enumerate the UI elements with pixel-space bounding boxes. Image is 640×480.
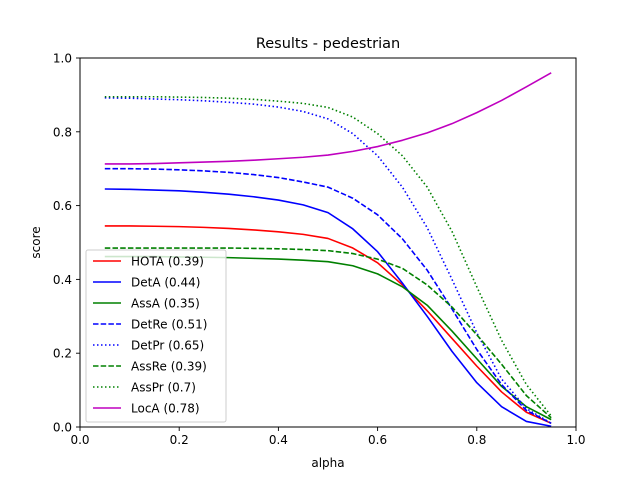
x-tick-label-2: 0.4 xyxy=(269,433,288,447)
legend-box xyxy=(85,249,227,423)
legend-label-2: AssA (0.35) xyxy=(131,297,200,311)
chart-title: Results - pedestrian xyxy=(256,36,400,52)
y-tick-label-1: 0.2 xyxy=(53,347,72,361)
legend-label-0: HOTA (0.39) xyxy=(131,255,204,269)
series-line-6 xyxy=(104,95,552,417)
series-line-3 xyxy=(104,167,552,425)
y-tick-label-4: 0.8 xyxy=(53,125,72,139)
x-axis-label: alpha xyxy=(311,456,344,470)
legend-label-7: LocA (0.78) xyxy=(131,402,200,416)
ticks-layer: 0.0 0.2 0.4 0.6 0.8 1.0 0.0 0.2 0.4 0.6 0.8 1.0 xyxy=(53,52,586,448)
legend-label-3: DetRe (0.51) xyxy=(131,318,207,332)
y-tick-label-2: 0.4 xyxy=(53,273,72,287)
legend: HOTA (0.39) DetA (0.44) AssA (0.35) DetRe (… xyxy=(85,249,227,423)
axes-frame xyxy=(79,57,577,428)
series-line-5 xyxy=(104,247,552,419)
y-tick-label-5: 1.0 xyxy=(53,52,72,66)
legend-label-6: AssPr (0.7) xyxy=(131,381,196,395)
x-tick-label-3: 0.6 xyxy=(368,433,387,447)
y-axis-label: score xyxy=(29,226,43,258)
legend-label-5: AssRe (0.39) xyxy=(131,360,207,374)
y-tick-label-0: 0.0 xyxy=(53,421,72,435)
y-tick-label-3: 0.6 xyxy=(53,199,72,213)
x-tick-label-5: 1.0 xyxy=(566,433,585,447)
legend-label-1: DetA (0.44) xyxy=(131,276,200,290)
series-line-1 xyxy=(104,188,552,428)
series-line-7 xyxy=(104,72,552,165)
x-tick-label-0: 0.0 xyxy=(70,433,89,447)
series-line-0 xyxy=(104,225,552,425)
x-tick-label-4: 0.8 xyxy=(467,433,486,447)
x-tick-label-1: 0.2 xyxy=(170,433,189,447)
series-line-4 xyxy=(104,97,552,424)
legend-label-4: DetPr (0.65) xyxy=(131,339,204,353)
